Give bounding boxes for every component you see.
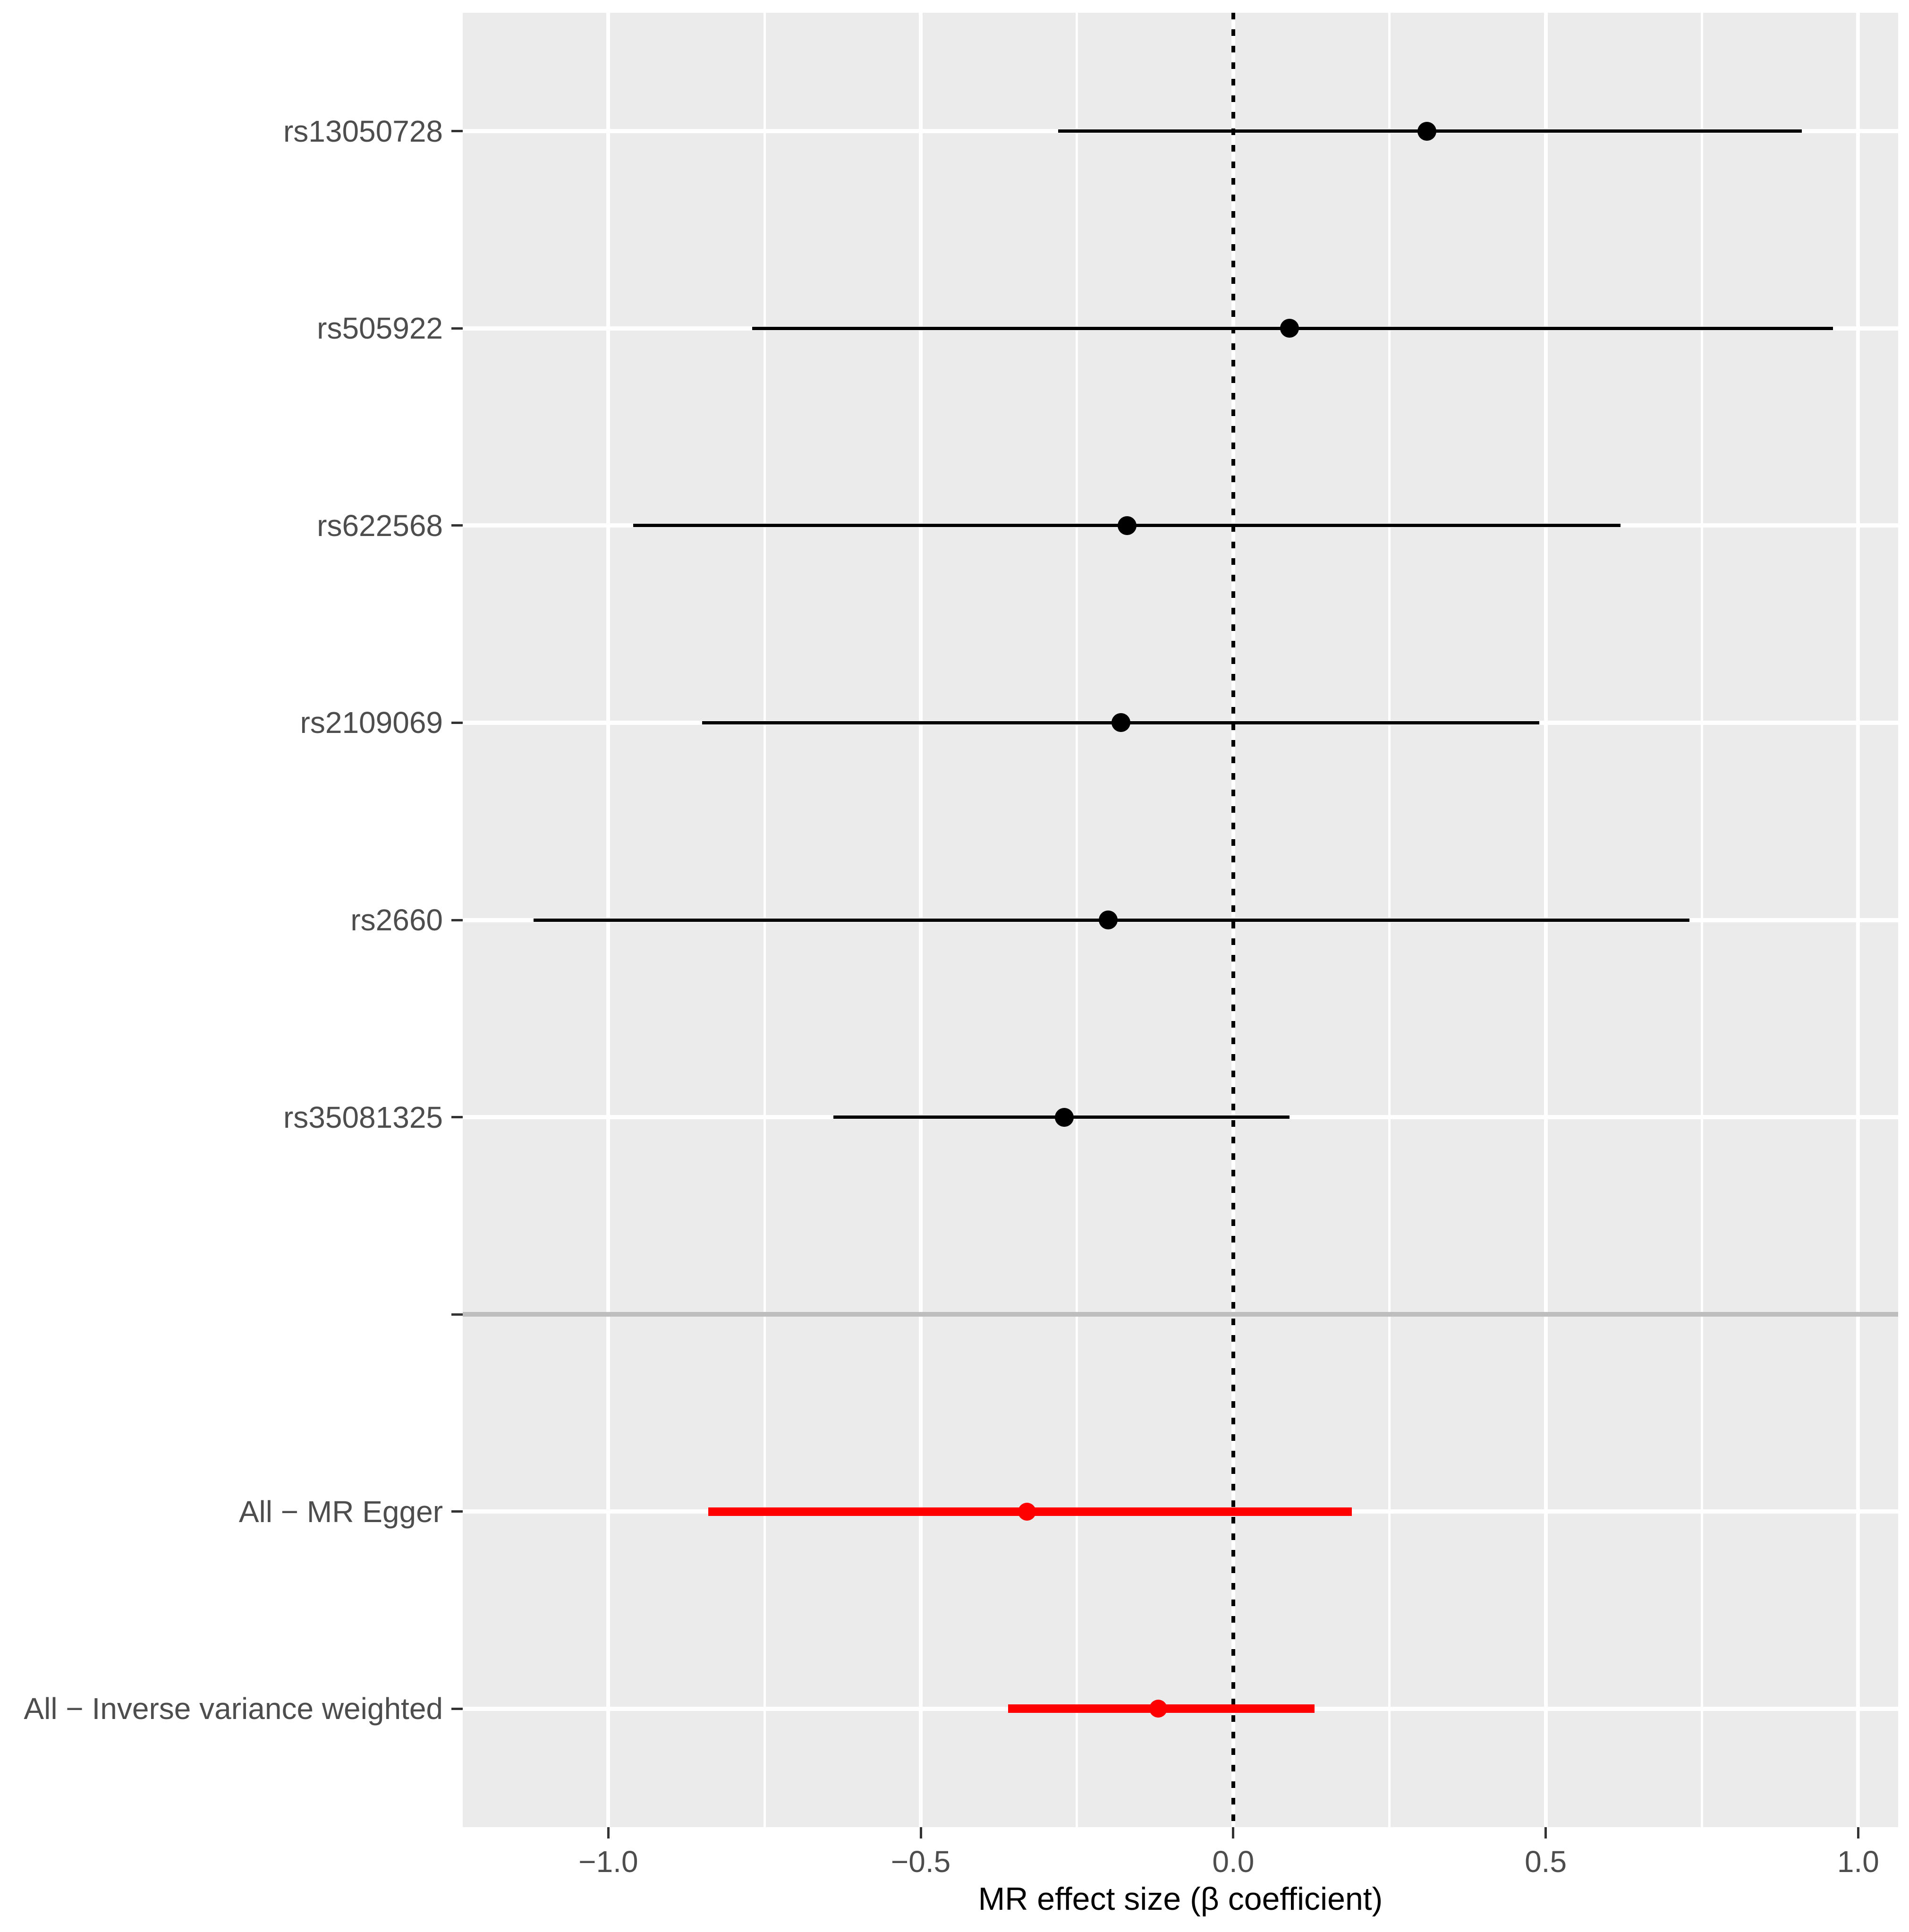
point-estimate-marker xyxy=(1111,713,1130,732)
y-axis-label: rs35081325 xyxy=(283,1100,443,1134)
y-axis-label: All − MR Egger xyxy=(238,1494,443,1529)
y-axis-tick xyxy=(451,721,463,724)
vertical-gridline-major xyxy=(1856,13,1860,1827)
y-axis-tick xyxy=(451,919,463,921)
x-axis-tick xyxy=(919,1827,922,1838)
x-axis-tick xyxy=(1857,1827,1859,1838)
point-estimate-marker xyxy=(1280,319,1299,338)
y-axis-label: rs505922 xyxy=(317,311,443,346)
x-axis-title: MR effect size (β coefficient) xyxy=(978,1881,1383,1917)
x-axis-tick-label: 0.0 xyxy=(1212,1845,1255,1879)
y-axis-tick xyxy=(451,1510,463,1513)
point-estimate-marker xyxy=(1099,911,1118,929)
x-axis-tick-label: −1.0 xyxy=(578,1845,638,1879)
y-axis-tick xyxy=(451,524,463,527)
y-axis-label: All − Inverse variance weighted xyxy=(24,1692,443,1726)
y-axis-tick xyxy=(451,130,463,133)
point-estimate-marker xyxy=(1417,121,1437,141)
point-estimate-marker xyxy=(1117,516,1137,535)
y-axis-label: rs13050728 xyxy=(283,114,443,148)
separator-line xyxy=(463,1312,1898,1317)
vertical-gridline-minor xyxy=(1700,13,1703,1827)
x-axis-tick xyxy=(1232,1827,1235,1838)
x-axis-tick-label: 0.5 xyxy=(1525,1845,1567,1879)
x-axis-tick-label: 1.0 xyxy=(1837,1845,1879,1879)
x-axis-tick xyxy=(607,1827,610,1838)
x-axis-tick-label: −0.5 xyxy=(891,1845,951,1879)
point-estimate-marker xyxy=(1018,1502,1036,1521)
point-estimate-marker xyxy=(1055,1107,1074,1127)
y-axis-label: rs622568 xyxy=(317,508,443,543)
y-axis-label: rs2660 xyxy=(350,903,443,937)
y-axis-tick xyxy=(451,1116,463,1119)
plot-panel xyxy=(463,13,1898,1827)
point-estimate-marker xyxy=(1149,1700,1168,1718)
y-axis-tick xyxy=(451,1707,463,1710)
y-axis-label: rs2109069 xyxy=(300,706,443,740)
y-axis-tick xyxy=(451,327,463,330)
y-axis-tick xyxy=(451,1313,463,1316)
x-axis-tick xyxy=(1544,1827,1547,1838)
